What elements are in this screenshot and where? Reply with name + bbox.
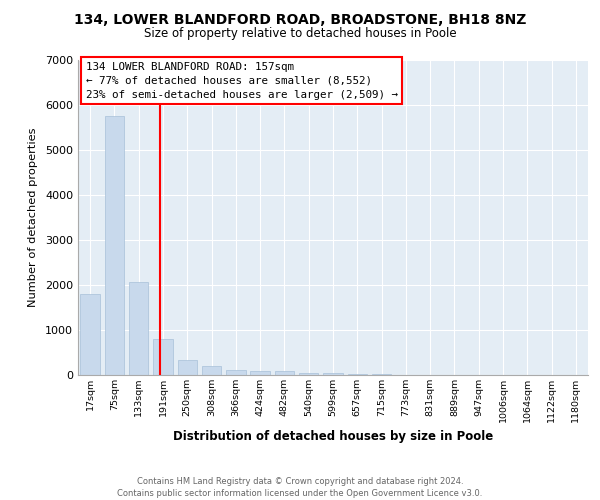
Bar [105,116,124,375]
Bar [250,370,270,375]
Bar [372,374,391,375]
Text: Contains HM Land Registry data © Crown copyright and database right 2024.
Contai: Contains HM Land Registry data © Crown c… [118,476,482,498]
Bar [178,360,197,375]
Bar [202,366,221,375]
Text: 134 LOWER BLANDFORD ROAD: 157sqm
← 77% of detached houses are smaller (8,552)
23: 134 LOWER BLANDFORD ROAD: 157sqm ← 77% o… [86,62,398,100]
Bar [129,282,148,375]
Bar [299,373,319,375]
Text: Size of property relative to detached houses in Poole: Size of property relative to detached ho… [143,28,457,40]
Bar [275,372,294,375]
Y-axis label: Number of detached properties: Number of detached properties [28,128,38,307]
Bar [226,370,245,375]
Text: 134, LOWER BLANDFORD ROAD, BROADSTONE, BH18 8NZ: 134, LOWER BLANDFORD ROAD, BROADSTONE, B… [74,12,526,26]
Bar [80,294,100,375]
Bar [347,374,367,375]
Bar [153,338,173,375]
Bar [323,373,343,375]
X-axis label: Distribution of detached houses by size in Poole: Distribution of detached houses by size … [173,430,493,444]
